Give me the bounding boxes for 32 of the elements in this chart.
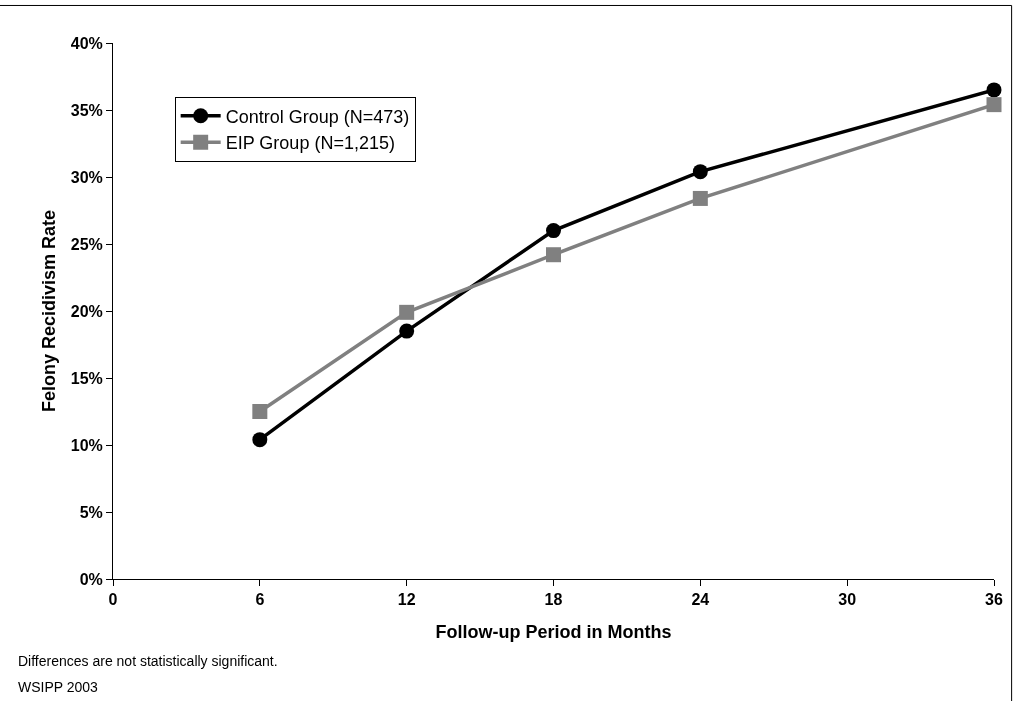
x-tick-label: 18 (544, 591, 563, 609)
legend-label: EIP Group (N=1,215) (225, 133, 395, 154)
y-tick-label: 30% (70, 168, 103, 186)
x-tick-label: 12 (397, 591, 416, 609)
y-tick-label: 40% (70, 34, 103, 52)
x-axis-title: Follow-up Period in Months (435, 622, 672, 643)
point (986, 82, 1002, 98)
y-tick-label: 25% (70, 235, 103, 253)
point (252, 432, 268, 448)
y-tick-label: 10% (70, 436, 103, 454)
legend-label: Control Group (N=473) (225, 106, 410, 127)
point (692, 190, 708, 206)
y-axis-title: Felony Recidivism Rate (38, 209, 59, 413)
y-tick-label: 35% (70, 101, 103, 119)
x-tick-label: 24 (691, 591, 710, 609)
text: Differences are not statistically significant. (18, 653, 278, 669)
x-tick-label: 0 (108, 591, 118, 609)
text: WSIPP 2003 (18, 679, 99, 695)
point (399, 323, 415, 339)
y-tick-label: 20% (70, 302, 103, 320)
x-tick-label: 6 (255, 591, 265, 609)
y-tick-label: 5% (79, 503, 103, 521)
point (986, 97, 1002, 113)
y-tick-label: 0% (79, 570, 103, 588)
point (546, 223, 561, 239)
point (399, 304, 415, 320)
point (252, 404, 268, 419)
x-tick-label: 30 (838, 591, 857, 609)
x-tick-label: 36 (985, 591, 1003, 609)
point (692, 164, 708, 180)
y-tick-label: 15% (70, 369, 103, 387)
point (546, 247, 561, 263)
